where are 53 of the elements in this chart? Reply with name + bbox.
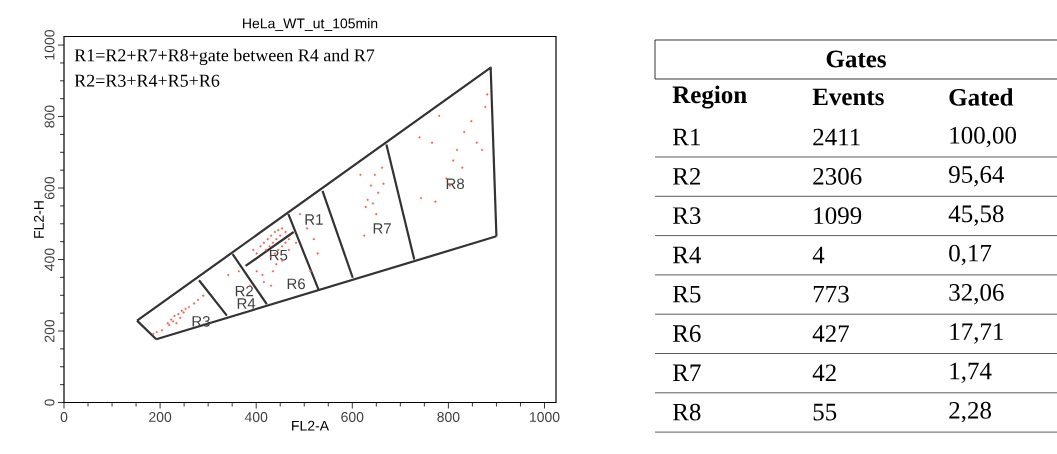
- category-label: R5: [672, 285, 701, 303]
- data-label: 0,17: [949, 244, 992, 266]
- data-label: 1099: [814, 207, 862, 225]
- annotation: R1=R2+R7+R8+gate between R4 and R7: [74, 48, 375, 66]
- text: Gated: [949, 88, 1014, 106]
- category-label: R4: [672, 246, 701, 264]
- data-label: 55: [813, 403, 837, 421]
- data-label: 773: [813, 285, 849, 303]
- chart-title: HeLa_WT_ut_105min: [243, 18, 378, 31]
- x-tick-label: 200: [149, 412, 172, 422]
- category-label: R2: [672, 168, 701, 185]
- text: Events: [812, 88, 884, 106]
- data-label: 2306: [813, 167, 862, 185]
- y-tick-label: 1000: [44, 30, 55, 60]
- annotation: R5: [269, 250, 288, 261]
- data-label: 45,58: [948, 205, 1004, 226]
- annotation: R6: [287, 278, 305, 290]
- data-label: 32,06: [949, 283, 1004, 305]
- annotation: R4: [237, 298, 256, 309]
- annotation: R8: [446, 178, 465, 190]
- x-tick-label: 0: [60, 412, 68, 422]
- annotation: R2: [235, 285, 254, 297]
- category-label: R8: [672, 403, 701, 421]
- category-label: R7: [672, 364, 701, 381]
- x-tick-label: 600: [341, 412, 364, 422]
- data-label: 100,00: [950, 126, 1017, 148]
- category-label: R1: [672, 128, 700, 146]
- x-tick-label: 1000: [529, 412, 560, 422]
- y-axis-title: FL2-H: [33, 201, 44, 238]
- data-label: 427: [812, 325, 849, 342]
- y-tick-label: 0: [44, 399, 55, 406]
- text: Gates: [826, 50, 886, 68]
- data-label: 2,28: [949, 401, 992, 423]
- data-label: 4: [812, 246, 825, 264]
- y-tick-label: 800: [44, 105, 55, 128]
- data-label: 95,64: [949, 166, 1005, 187]
- data-label: 42: [812, 364, 836, 382]
- annotation: R7: [373, 223, 391, 234]
- text: Region: [672, 85, 747, 109]
- y-tick-label: 200: [44, 319, 55, 342]
- data-label: 17,71: [950, 323, 1003, 344]
- x-axis-title: FL2-A: [292, 420, 330, 431]
- annotation: R1: [305, 214, 323, 225]
- category-label: R6: [672, 325, 701, 342]
- data-label: 2411: [813, 128, 860, 146]
- x-tick-label: 400: [244, 412, 268, 422]
- y-tick-label: 600: [44, 176, 55, 200]
- x-tick-label: 800: [437, 412, 460, 422]
- category-label: R3: [672, 207, 701, 224]
- annotation: R2=R3+R4+R5+R6: [74, 74, 220, 87]
- annotation: R3: [192, 316, 210, 327]
- y-tick-label: 400: [44, 248, 55, 271]
- data-label: 1,74: [950, 362, 992, 383]
